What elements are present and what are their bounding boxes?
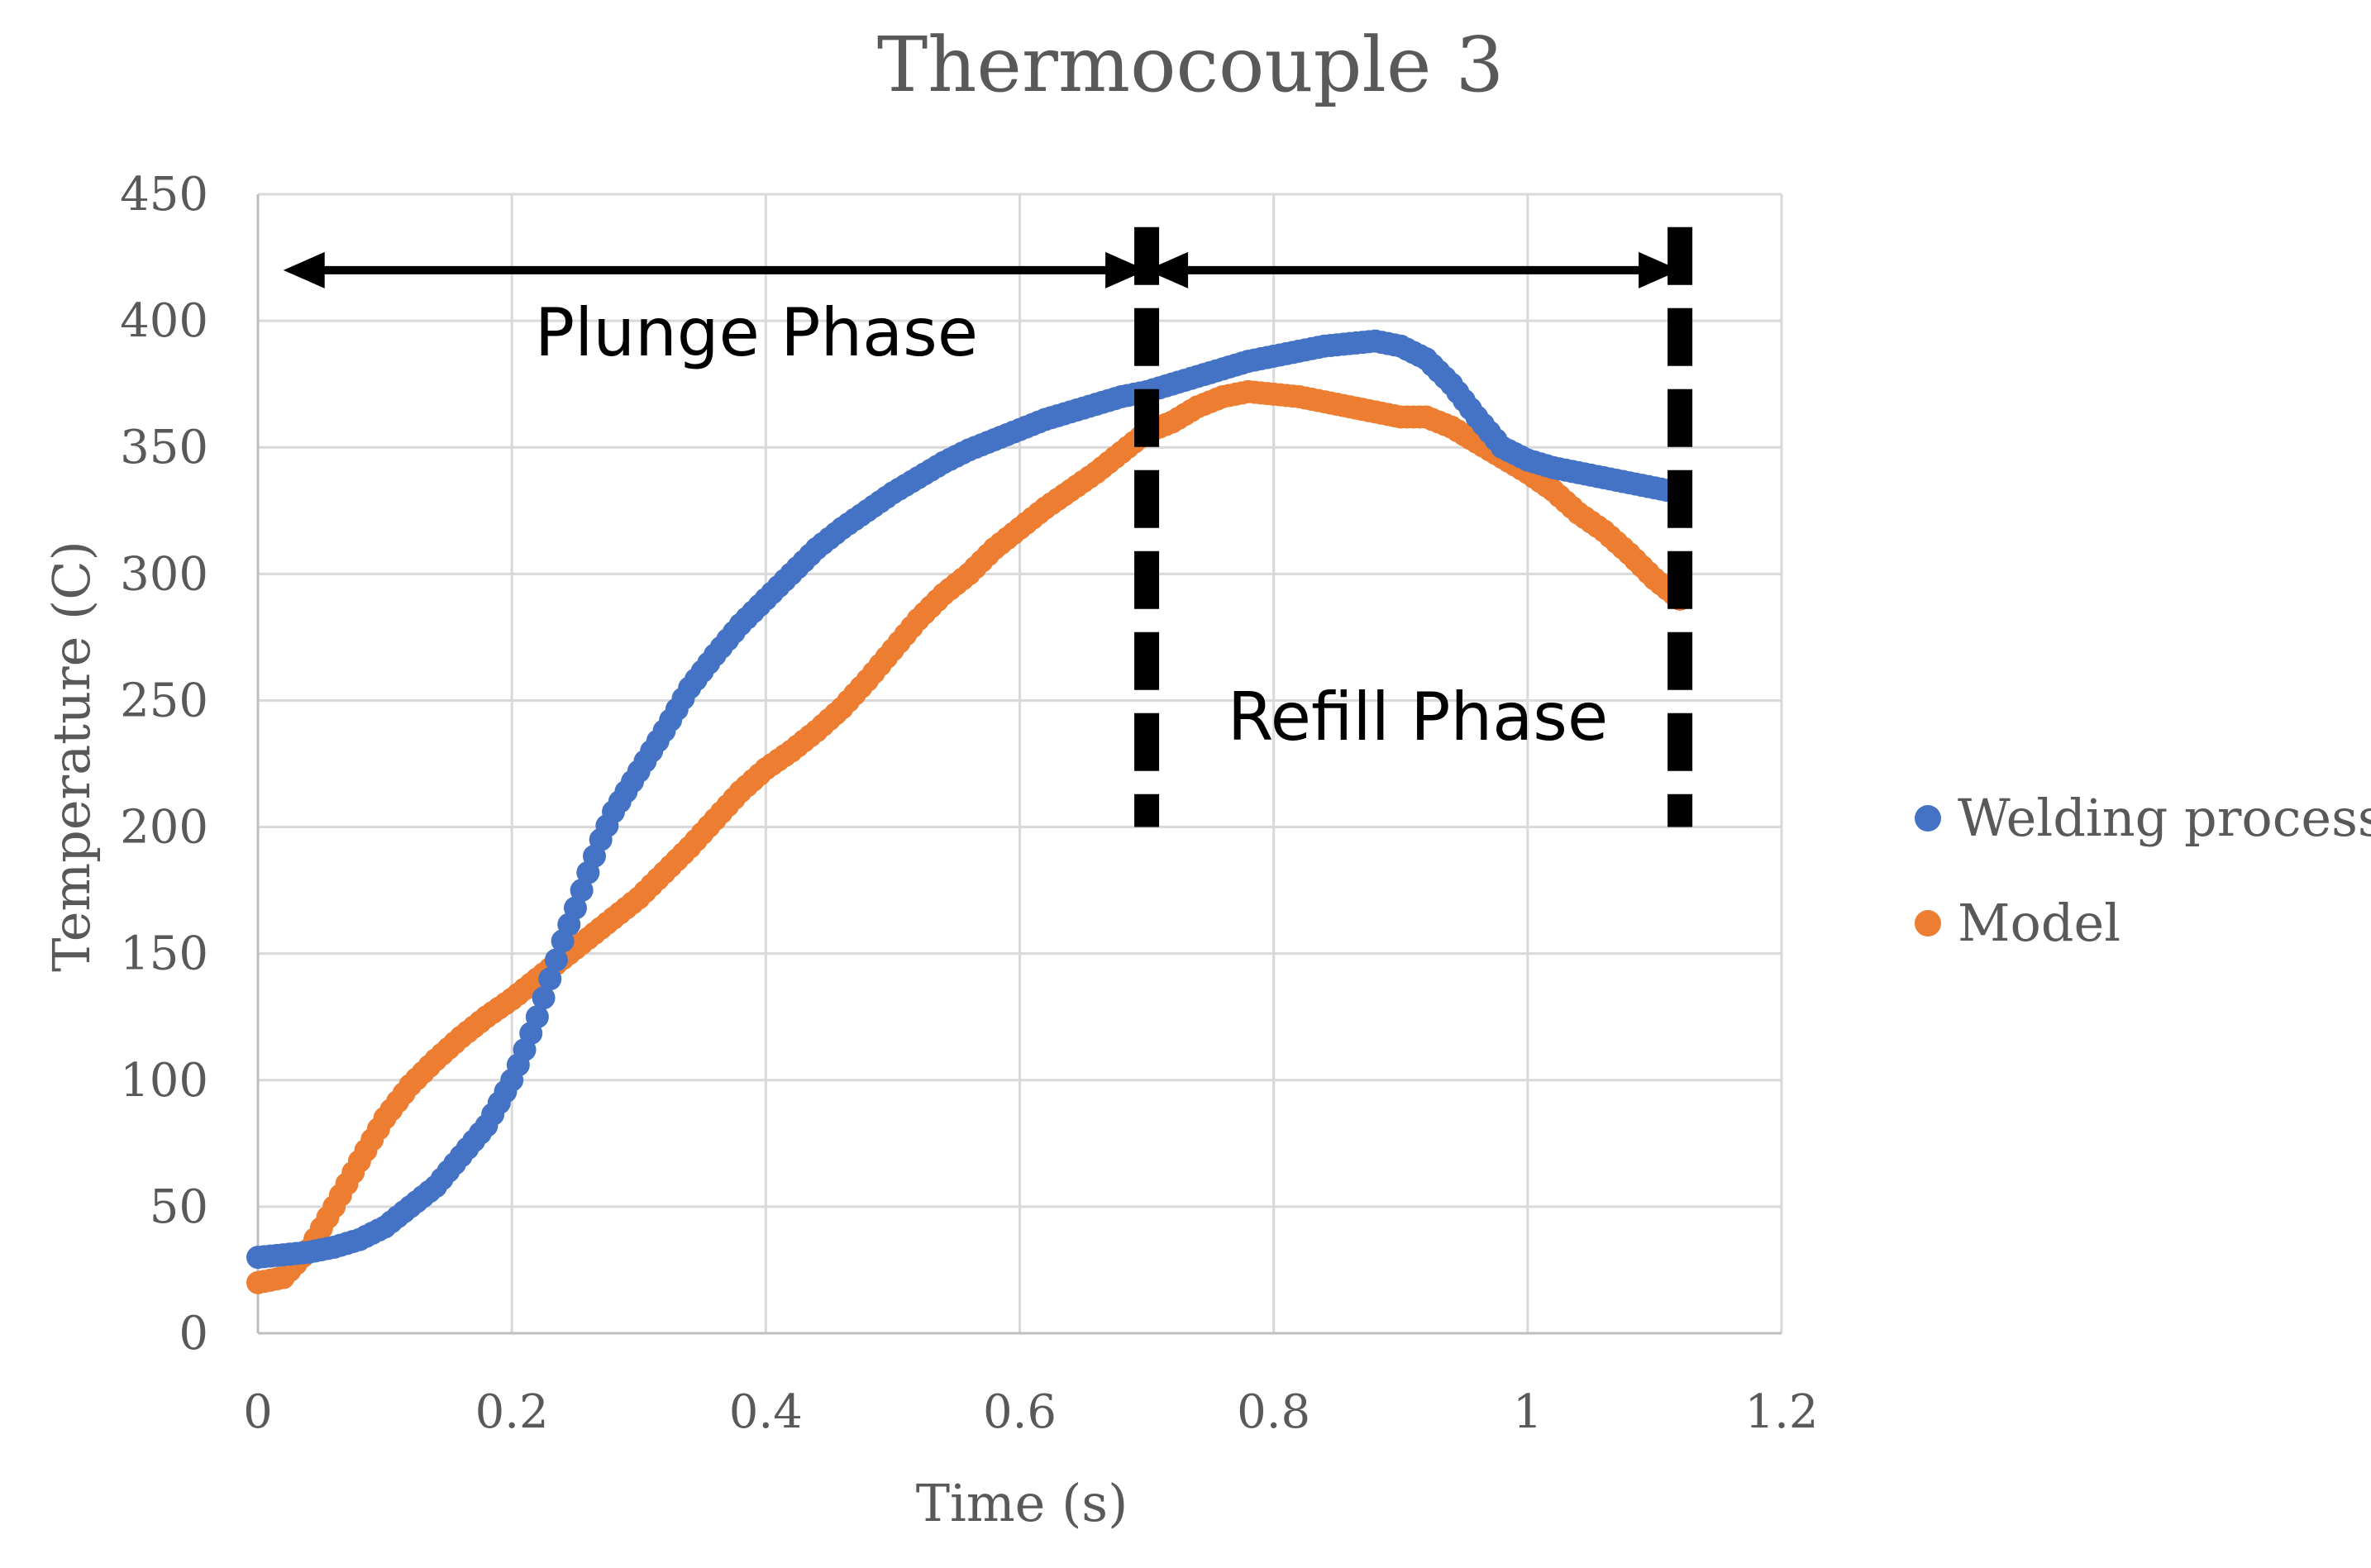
x-tick-label: 1.2 [1744,1385,1818,1439]
arrow-head-right [1639,251,1681,288]
phase-label: Plunge Phase [535,294,978,371]
x-tick-label: 1 [1513,1385,1543,1439]
arrow-head-left [283,251,325,288]
y-tick-label: 150 [120,927,208,981]
legend: Welding process Model [1915,788,2371,953]
arrow-head-left [1147,251,1189,288]
y-tick-label: 250 [120,674,208,727]
y-tick-label: 450 [120,168,208,222]
welding-process-point [570,879,594,903]
legend-marker-welding-process [1915,805,1941,832]
series-welding-process [246,329,1692,1270]
arrow-head-right [1105,251,1147,288]
x-tick-label: 0.6 [983,1385,1057,1439]
y-tick-label: 100 [120,1054,208,1108]
legend-label-welding-process: Welding process [1958,788,2371,848]
legend-marker-model [1915,910,1941,937]
y-axis-label: Temperature (C) [41,541,102,972]
y-tick-label: 0 [179,1307,208,1361]
welding-process-point [544,948,568,972]
phase-arrow [1147,251,1681,288]
welding-process-point [532,986,556,1010]
welding-process-point [525,1005,549,1029]
y-tick-label: 50 [150,1180,208,1234]
phase-arrow [283,251,1147,288]
y-tick-label: 400 [120,294,208,348]
y-tick-label: 350 [120,421,208,474]
y-tick-label: 300 [120,547,208,601]
x-tick-label: 0.2 [475,1385,549,1439]
x-tick-label: 0.8 [1237,1385,1310,1439]
phase-label: Refill Phase [1228,679,1608,755]
y-tick-label: 200 [120,801,208,855]
legend-label-model: Model [1958,893,2121,953]
x-tick-label: 0 [243,1385,273,1439]
x-tick-label: 0.4 [729,1385,803,1439]
welding-process-point [538,967,562,991]
chart-title: Thermocouple 3 [877,21,1504,109]
welding-process-point [563,896,587,920]
x-axis-label: Time (s) [916,1473,1128,1533]
